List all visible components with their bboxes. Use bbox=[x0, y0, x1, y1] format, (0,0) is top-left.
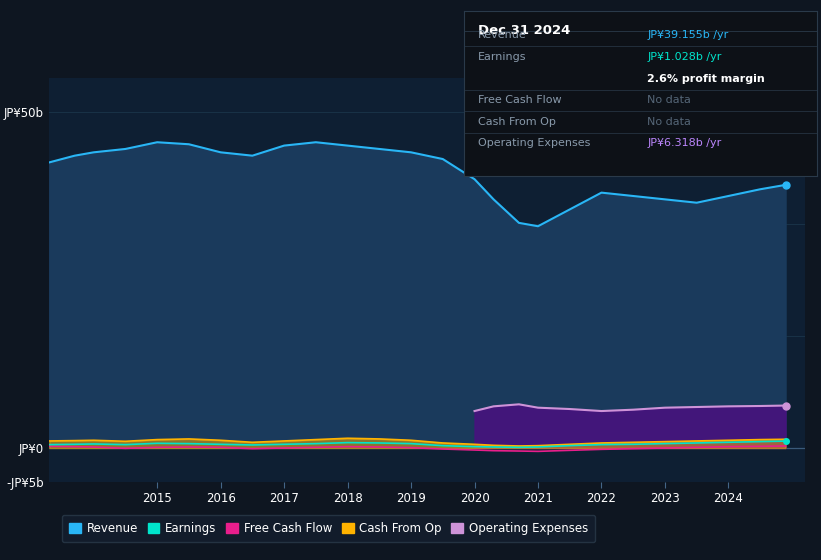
Text: JP¥39.155b /yr: JP¥39.155b /yr bbox=[648, 30, 729, 40]
Text: Earnings: Earnings bbox=[478, 52, 526, 62]
Text: Revenue: Revenue bbox=[478, 30, 527, 40]
Text: Operating Expenses: Operating Expenses bbox=[478, 138, 590, 148]
Text: JP¥1.028b /yr: JP¥1.028b /yr bbox=[648, 52, 722, 62]
Text: 2.6% profit margin: 2.6% profit margin bbox=[648, 73, 765, 83]
Text: JP¥6.318b /yr: JP¥6.318b /yr bbox=[648, 138, 722, 148]
Text: No data: No data bbox=[648, 117, 691, 127]
Legend: Revenue, Earnings, Free Cash Flow, Cash From Op, Operating Expenses: Revenue, Earnings, Free Cash Flow, Cash … bbox=[62, 515, 595, 542]
Text: Cash From Op: Cash From Op bbox=[478, 117, 556, 127]
Text: Free Cash Flow: Free Cash Flow bbox=[478, 95, 562, 105]
Text: Dec 31 2024: Dec 31 2024 bbox=[478, 25, 571, 38]
Text: No data: No data bbox=[648, 95, 691, 105]
